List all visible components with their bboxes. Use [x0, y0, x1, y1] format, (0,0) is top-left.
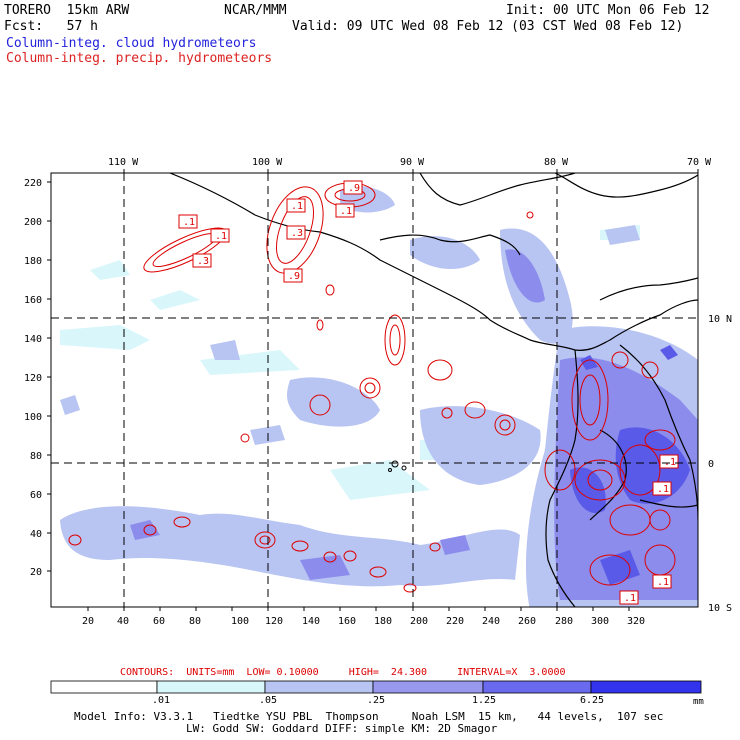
lon-label: 100 W [252, 157, 283, 168]
colorbar-label: 6.25 [580, 695, 605, 706]
x-tick-label: 260 [518, 616, 536, 627]
y-tick-labels: 20 40 60 80 100 120 140 160 180 200 220 [24, 178, 42, 578]
x-tick-label: 300 [591, 616, 609, 627]
svg-text:.1: .1 [657, 484, 669, 495]
top-ticks [123, 169, 699, 173]
forecast-hour: Fcst: 57 h [4, 19, 98, 34]
contour-label: .1 [652, 481, 672, 496]
lon-label: 70 W [687, 157, 712, 168]
colorbar-segment [590, 680, 702, 694]
y-tick-label: 100 [24, 412, 42, 423]
lat-lon-grid [51, 173, 698, 607]
x-tick-label: 120 [265, 616, 283, 627]
latitude-labels: 10 N 0 10 S [708, 314, 732, 614]
y-tick-label: 200 [24, 217, 42, 228]
contour-label: .1 [335, 203, 355, 218]
contour-label: .1 [659, 454, 679, 469]
contour-labels: .1 .1 .3 .1 .3 .9 .1 .9 .1 .1 .1 .1 [178, 180, 679, 605]
svg-text:.1: .1 [291, 201, 303, 212]
svg-text:.1: .1 [624, 593, 636, 604]
longitude-labels: 110 W 100 W 90 W 80 W 70 W [108, 157, 712, 168]
lat-label: 0 [708, 459, 714, 470]
svg-text:.1: .1 [664, 457, 676, 468]
model-title: TORERO 15km ARW [4, 3, 130, 18]
svg-text:.1: .1 [657, 577, 669, 588]
lon-label: 90 W [400, 157, 425, 168]
x-tick-label: 280 [555, 616, 573, 627]
colorbar-label: .01 [152, 695, 171, 706]
svg-text:.1: .1 [215, 231, 227, 242]
contour-label: .9 [283, 268, 303, 283]
valid-time: Valid: 09 UTC Wed 08 Feb 12 (03 CST Wed … [292, 19, 684, 34]
y-tick-label: 220 [24, 178, 42, 189]
colorbar-label: .25 [367, 695, 386, 706]
contour-label: .1 [178, 214, 198, 229]
model-physics: LW: Godd SW: Goddard DIFF: simple KM: 2D… [186, 722, 498, 735]
y-tick-label: 60 [30, 490, 42, 501]
colorbar-segment [372, 680, 484, 694]
colorbar-label: 1.25 [472, 695, 497, 706]
bottom-ticks [87, 607, 630, 611]
map-frame [50, 172, 699, 608]
lon-label: 110 W [108, 157, 139, 168]
x-tick-label: 80 [189, 616, 201, 627]
x-tick-label: 100 [231, 616, 249, 627]
contour-label: .3 [192, 253, 212, 268]
svg-text:.9: .9 [348, 183, 360, 194]
organization-label: NCAR/MMM [224, 3, 287, 18]
lon-label: 80 W [544, 157, 569, 168]
y-tick-label: 180 [24, 256, 42, 267]
x-tick-label: 40 [117, 616, 129, 627]
model-info: Model Info: V3.3.1 Tiedtke YSU PBL Thomp… [74, 710, 664, 723]
x-tick-label: 20 [82, 616, 94, 627]
colorbar-label: .05 [259, 695, 278, 706]
svg-text:.1: .1 [183, 217, 195, 228]
x-tick-label: 180 [374, 616, 392, 627]
contour-label: .1 [619, 590, 639, 605]
cloud-shading-layer [60, 185, 698, 607]
colorbar-unit: mm [693, 697, 704, 707]
y-tick-label: 140 [24, 334, 42, 345]
contour-label: .1 [210, 228, 230, 243]
svg-text:.3: .3 [197, 256, 209, 267]
contour-label: .9 [343, 180, 363, 195]
svg-text:.1: .1 [340, 206, 352, 217]
lat-label: 10 N [708, 314, 732, 325]
x-tick-label: 200 [410, 616, 428, 627]
y-tick-label: 40 [30, 529, 42, 540]
y-tick-label: 20 [30, 567, 42, 578]
colorbar-segment [264, 680, 374, 694]
y-tick-label: 160 [24, 295, 42, 306]
field-precip-hydrometeors: Column-integ. precip. hydrometeors [6, 51, 273, 66]
colorbar-segment [50, 680, 158, 694]
x-tick-label: 240 [482, 616, 500, 627]
y-tick-label: 120 [24, 373, 42, 384]
contour-label: .1 [286, 198, 306, 213]
svg-text:.3: .3 [291, 228, 303, 239]
galapagos-islands [388, 460, 407, 472]
left-ticks [47, 181, 51, 572]
lat-label: 10 S [708, 603, 732, 614]
init-time: Init: 00 UTC Mon 06 Feb 12 [506, 3, 710, 18]
contour-label: .1 [652, 574, 672, 589]
x-tick-label: 60 [153, 616, 165, 627]
svg-text:.9: .9 [288, 271, 300, 282]
x-tick-labels: 20 40 60 80 100 120 140 160 180 200 220 … [82, 616, 645, 627]
colorbar [50, 680, 702, 694]
y-tick-label: 80 [30, 451, 42, 462]
contours-info: CONTOURS: UNITS=mm LOW= 0.10000 HIGH= 24… [120, 667, 566, 678]
x-tick-label: 140 [302, 616, 320, 627]
x-tick-label: 160 [338, 616, 356, 627]
colorbar-segment [482, 680, 592, 694]
x-tick-label: 220 [446, 616, 464, 627]
field-cloud-hydrometeors: Column-integ. cloud hydrometeors [6, 36, 257, 51]
colorbar-segment [156, 680, 266, 694]
x-tick-label: 320 [627, 616, 645, 627]
contour-label: .3 [286, 225, 306, 240]
